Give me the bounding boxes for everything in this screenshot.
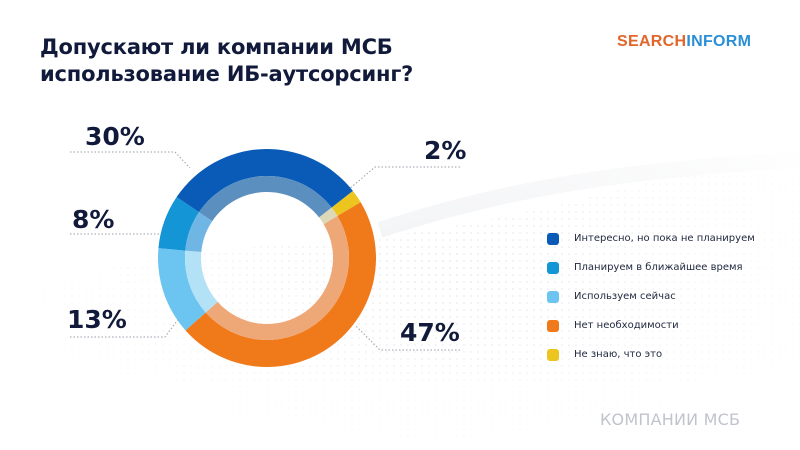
legend-item: Планируем в ближайшее время xyxy=(547,253,755,282)
legend-item: Нет необходимости xyxy=(547,311,755,340)
donut-segment-inner xyxy=(205,216,350,341)
donut-segment-outer xyxy=(185,202,376,367)
donut-segment-outer xyxy=(158,197,200,251)
legend-label: Нет необходимости xyxy=(574,320,679,331)
legend-item: Интересно, но пока не планируем xyxy=(547,224,755,253)
legend-label: Планируем в ближайшее время xyxy=(574,262,743,273)
donut-segment-outer xyxy=(157,248,206,331)
label-13-percent: 13% xyxy=(67,305,127,334)
donut-segment-inner xyxy=(319,207,338,225)
donut-segment-inner xyxy=(199,176,332,222)
label-47-percent: 47% xyxy=(400,318,460,347)
legend-swatch xyxy=(547,290,559,303)
donut-segment-outer xyxy=(176,149,353,213)
legend-swatch xyxy=(547,319,559,332)
title-line-2: использование ИБ-аутсорсинг? xyxy=(40,62,414,86)
leader-lines xyxy=(70,151,460,351)
footer-caption: КОМПАНИИ МСБ xyxy=(600,410,741,429)
legend-item: Используем сейчас xyxy=(547,282,755,311)
donut-segment-outer xyxy=(331,190,361,217)
label-8-percent: 8% xyxy=(72,205,115,234)
legend-swatch xyxy=(547,232,559,245)
legend-swatch xyxy=(547,261,559,274)
logo-part-inform: INFORM xyxy=(686,33,752,50)
legend-label: Используем сейчас xyxy=(574,291,676,302)
legend-label: Не знаю, что это xyxy=(574,349,663,360)
donut-segment-inner xyxy=(185,250,218,313)
searchinform-logo: SEARCHINFORM xyxy=(617,33,751,51)
chart-legend: Интересно, но пока не планируем Планируе… xyxy=(547,224,755,369)
donut-segment-inner xyxy=(185,212,213,253)
legend-label: Интересно, но пока не планируем xyxy=(574,233,755,244)
legend-swatch xyxy=(547,348,559,361)
legend-item: Не знаю, что это xyxy=(547,340,755,369)
page-title: Допускают ли компании МСБ использование … xyxy=(40,34,413,88)
label-30-percent: 30% xyxy=(85,122,145,151)
label-2-percent: 2% xyxy=(424,136,467,165)
logo-part-search: SEARCH xyxy=(617,33,687,50)
title-line-1: Допускают ли компании МСБ xyxy=(40,35,393,59)
